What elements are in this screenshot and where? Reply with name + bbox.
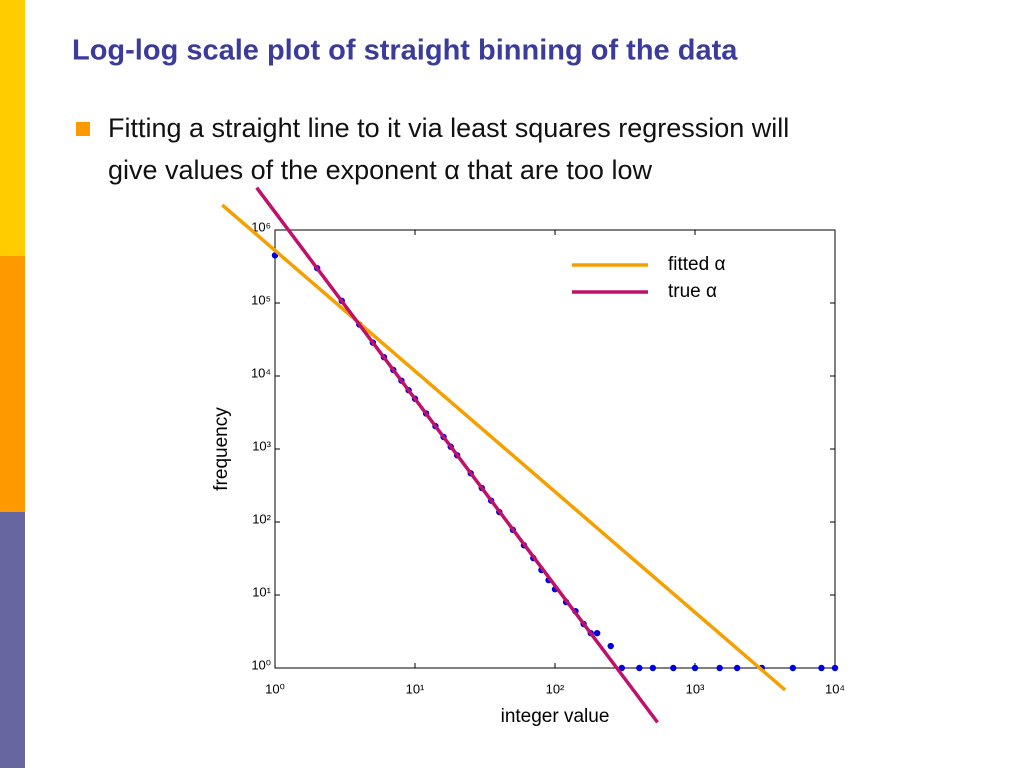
bullet-text: give values of the exponent α that are t… xyxy=(108,155,652,185)
x-tick-label: 10² xyxy=(546,681,565,696)
legend-label: true α xyxy=(668,281,717,302)
fit-line xyxy=(255,186,659,724)
data-point xyxy=(593,629,601,637)
bullet-marker xyxy=(76,122,90,136)
data-point xyxy=(607,642,614,650)
x-tick-label: 10⁴ xyxy=(825,681,845,696)
x-tick-label: 10³ xyxy=(686,681,705,696)
data-point xyxy=(691,664,699,672)
y-tick-label: 10⁴ xyxy=(251,365,271,380)
x-tick-label: 10¹ xyxy=(406,681,425,696)
fit-line xyxy=(221,203,787,692)
data-point xyxy=(636,664,643,672)
y-axis-label: frequency xyxy=(211,407,232,491)
y-tick-label: 10⁵ xyxy=(251,292,271,307)
x-axis-label: integer value xyxy=(501,706,610,727)
accent-bar xyxy=(0,512,25,768)
y-tick-label: 10⁰ xyxy=(251,657,271,672)
accent-bar xyxy=(0,256,25,512)
accent-bar xyxy=(0,0,25,256)
y-tick-label: 10² xyxy=(252,511,271,526)
y-tick-label: 10¹ xyxy=(252,584,271,599)
data-point xyxy=(649,664,657,672)
plot-frame xyxy=(274,229,836,669)
x-tick-label: 10⁰ xyxy=(265,681,285,696)
data-point xyxy=(818,664,825,672)
data-point xyxy=(716,664,723,672)
slide-title: Log-log scale plot of straight binning o… xyxy=(72,35,738,67)
data-point xyxy=(670,664,677,672)
bullet-text: Fitting a straight line to it via least … xyxy=(108,113,789,143)
y-tick-label: 10³ xyxy=(252,438,271,453)
data-point xyxy=(831,664,839,672)
legend-label: fitted α xyxy=(668,254,725,275)
y-tick-label: 10⁶ xyxy=(251,219,271,234)
data-point xyxy=(789,664,797,672)
data-point xyxy=(618,664,625,672)
data-point xyxy=(733,664,741,672)
